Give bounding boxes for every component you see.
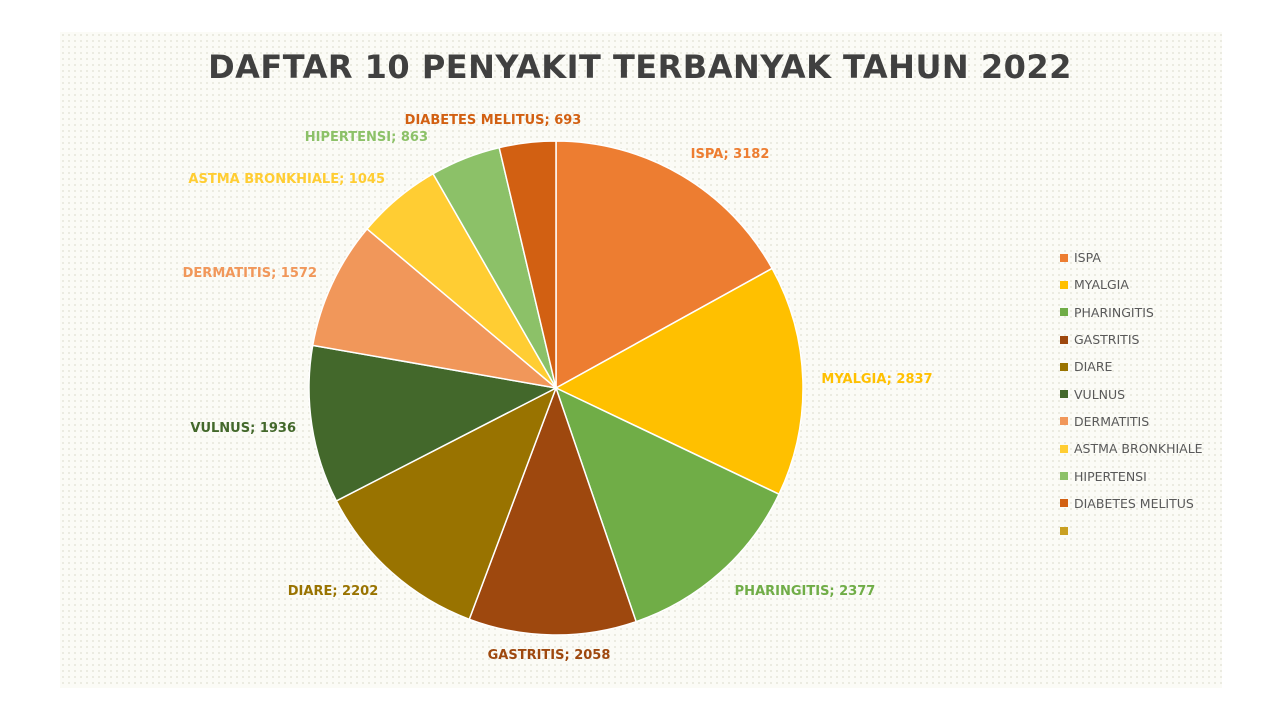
data-label-ispa: ISPA; 3182 xyxy=(690,147,770,162)
legend-label: VULNUS xyxy=(1074,386,1126,402)
legend-item: DIARE xyxy=(1060,353,1203,380)
legend-label: DIABETES MELITUS xyxy=(1074,495,1194,511)
pie-slice-ispa xyxy=(555,140,773,389)
legend-swatch xyxy=(1060,335,1068,344)
legend-swatch xyxy=(1060,253,1068,262)
pie-slice-myalgia xyxy=(555,267,804,495)
legend-item: PHARINGITIS xyxy=(1060,299,1203,326)
legend-label: DERMATITIS xyxy=(1074,413,1150,429)
legend-label: HIPERTENSI xyxy=(1074,468,1147,484)
legend-swatch xyxy=(1060,280,1068,289)
legend-item: GASTRITIS xyxy=(1060,326,1203,353)
legend-swatch xyxy=(1060,444,1068,453)
data-label-vulnus: VULNUS; 1936 xyxy=(190,421,296,436)
data-label-dermatitis: DERMATITIS; 1572 xyxy=(182,266,317,281)
data-label-gastritis: GASTRITIS; 2058 xyxy=(487,648,611,663)
legend-label: GASTRITIS xyxy=(1074,332,1140,348)
pie-slice-diabetes-melitus xyxy=(498,140,557,389)
legend-item: DERMATITIS xyxy=(1060,408,1203,435)
legend-label: MYALGIA xyxy=(1074,277,1129,293)
legend-swatch xyxy=(1060,417,1068,426)
pie-slice-pharingitis xyxy=(555,387,780,623)
legend-item: ASTMA BRONKHIALE xyxy=(1060,435,1203,462)
data-label-pharingitis: PHARINGITIS; 2377 xyxy=(734,584,876,599)
legend-item xyxy=(1060,517,1203,544)
legend-swatch xyxy=(1060,526,1068,535)
legend-swatch xyxy=(1060,499,1068,508)
legend-item: DIABETES MELITUS xyxy=(1060,490,1203,517)
data-label-hipertensi: HIPERTENSI; 863 xyxy=(304,130,428,145)
data-label-diare: DIARE; 2202 xyxy=(287,584,379,599)
legend-label: PHARINGITIS xyxy=(1074,304,1154,320)
legend-label: DIARE xyxy=(1074,359,1113,375)
pie-slice-dermatitis xyxy=(311,228,557,389)
data-label-diabetes-melitus: DIABETES MELITUS; 693 xyxy=(404,113,582,128)
legend-item: ISPA xyxy=(1060,244,1203,271)
legend-label: ASTMA BRONKHIALE xyxy=(1074,441,1203,457)
legend-swatch xyxy=(1060,472,1068,481)
data-label-myalgia: MYALGIA; 2837 xyxy=(821,372,933,387)
chart-title: DAFTAR 10 PENYAKIT TERBANYAK TAHUN 2022 xyxy=(208,48,1072,86)
legend: ISPA MYALGIA PHARINGITIS GASTRITIS DIARE VULN… xyxy=(1060,244,1203,544)
pie-slice-diare xyxy=(335,387,557,621)
legend-item: MYALGIA xyxy=(1060,271,1203,298)
legend-swatch xyxy=(1060,308,1068,317)
pie-slice-gastritis xyxy=(468,387,637,636)
data-label-astma-bronkhiale: ASTMA BRONKHIALE; 1045 xyxy=(188,172,385,187)
legend-item: VULNUS xyxy=(1060,380,1203,407)
legend-label: ISPA xyxy=(1074,250,1101,266)
pie-slice-vulnus xyxy=(308,344,557,502)
legend-swatch xyxy=(1060,390,1068,399)
legend-item: HIPERTENSI xyxy=(1060,462,1203,489)
legend-swatch xyxy=(1060,362,1068,371)
